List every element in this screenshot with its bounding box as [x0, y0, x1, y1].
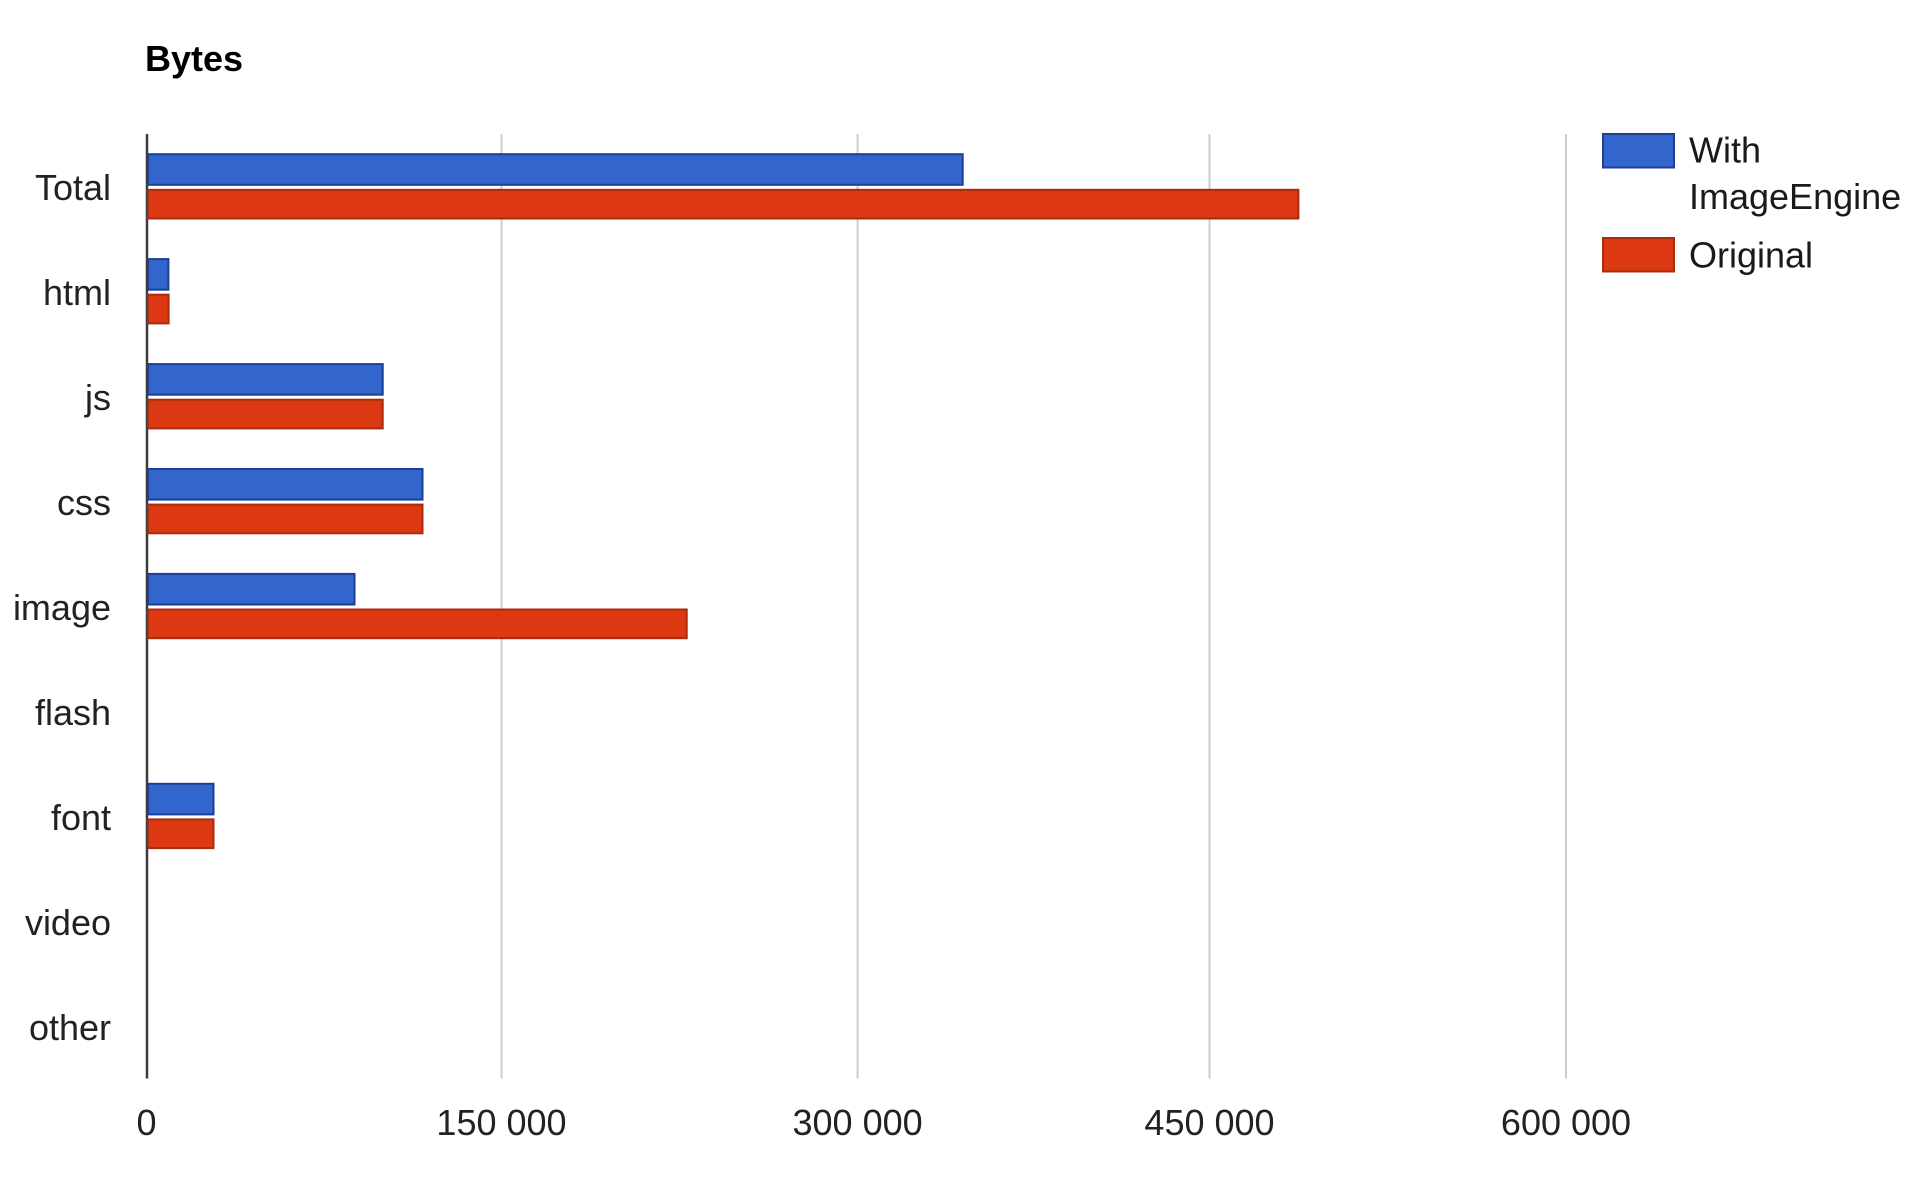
svg-text:html: html [43, 272, 111, 313]
svg-text:0: 0 [136, 1102, 156, 1143]
svg-text:flash: flash [35, 692, 111, 733]
svg-text:font: font [51, 797, 111, 838]
svg-text:300 000: 300 000 [793, 1102, 923, 1143]
svg-text:Bytes: Bytes [145, 38, 243, 79]
svg-text:other: other [29, 1007, 111, 1048]
svg-text:450 000: 450 000 [1144, 1102, 1274, 1143]
svg-text:video: video [25, 902, 111, 943]
svg-text:image: image [13, 587, 111, 628]
svg-text:css: css [57, 482, 111, 523]
svg-text:Original: Original [1689, 235, 1813, 276]
svg-text:ImageEngine: ImageEngine [1689, 176, 1901, 217]
svg-text:With: With [1689, 129, 1761, 170]
svg-text:Total: Total [35, 167, 111, 208]
svg-text:600 000: 600 000 [1501, 1102, 1631, 1143]
svg-text:js: js [84, 377, 111, 418]
svg-text:150 000: 150 000 [436, 1102, 566, 1143]
